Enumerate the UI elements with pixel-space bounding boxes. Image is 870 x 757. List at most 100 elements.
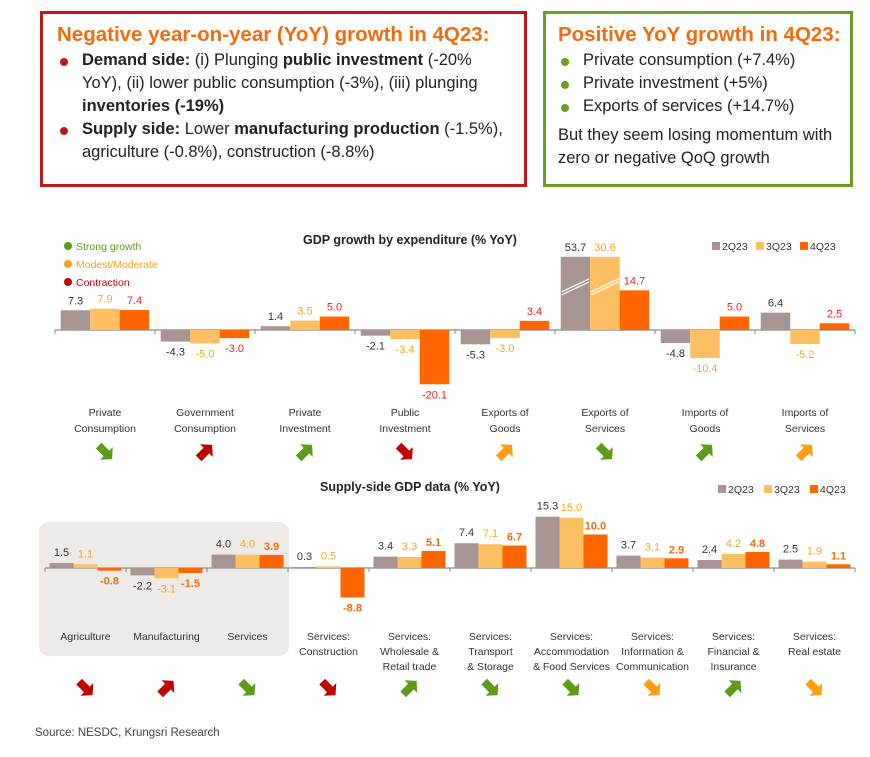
category-label: Investment — [279, 423, 330, 435]
bar-3Q23 — [290, 320, 320, 330]
trend-arrow-up-icon — [295, 444, 313, 462]
bar-4Q23 — [219, 330, 250, 339]
bar-3Q23 — [559, 517, 584, 568]
negative-growth-title: Negative year-on-year (YoY) growth in 4Q… — [57, 23, 490, 46]
trend-arrow-up-icon — [195, 444, 213, 462]
value-label: -2.1 — [366, 341, 385, 353]
negative-bullet: Demand side: (i) Plunging public investm… — [57, 49, 510, 118]
category-label: & Food Services — [533, 661, 610, 673]
value-label: -4.3 — [166, 347, 185, 359]
bullet-text: manufacturing production — [234, 120, 440, 138]
bar-4Q23 — [340, 568, 365, 598]
status-dot-icon — [64, 242, 72, 250]
value-label: 10.0 — [585, 521, 606, 533]
bullet-text: Supply side: — [82, 120, 181, 138]
category-label: Imports of — [782, 407, 829, 419]
value-label: 3.4 — [527, 306, 542, 318]
category-label: Government — [176, 407, 234, 419]
positive-bullet: Private consumption (+7.4%) — [558, 49, 838, 72]
momentum-note: But they seem losing momentum with zero … — [558, 126, 833, 167]
bar-3Q23 — [802, 561, 827, 568]
category-label: Manufacturing — [133, 631, 200, 643]
value-label: 0.5 — [321, 550, 336, 562]
value-label: 1.5 — [54, 547, 69, 559]
bar-4Q23 — [745, 551, 770, 568]
value-label: -0.8 — [100, 576, 119, 588]
bullet-dot-icon — [60, 127, 68, 135]
bar-4Q23 — [583, 534, 608, 568]
category-label: Consumption — [174, 423, 236, 435]
category-label: Information & — [621, 646, 683, 658]
arrow-shape — [76, 678, 94, 696]
chart1-title: GDP growth by expenditure (% YoY) — [303, 233, 517, 247]
legend-label: 3Q23 — [766, 241, 792, 253]
arrow-shape — [595, 442, 613, 460]
value-label: 7.1 — [483, 528, 498, 540]
axis-break-mark — [590, 281, 620, 296]
bar-3Q23 — [190, 330, 220, 344]
value-label: 3.4 — [378, 541, 393, 553]
value-label: 4.0 — [240, 539, 255, 551]
bullet-dot-icon — [561, 104, 569, 112]
bar-4Q23 — [502, 545, 527, 568]
bar-4Q23 — [319, 316, 350, 330]
bar-3Q23 — [316, 566, 341, 568]
bar-3Q23 — [490, 330, 520, 339]
arrow-shape — [395, 442, 413, 460]
category-label: Imports of — [682, 407, 729, 419]
category-label: Real estate — [788, 646, 841, 658]
arrow-shape — [481, 678, 499, 696]
trend-arrow-down-icon — [595, 442, 613, 460]
category-label: Public — [391, 407, 420, 419]
status-legend-label: Modest/Moderate — [76, 259, 158, 271]
value-label: 0.3 — [297, 551, 312, 563]
bullet-text: Demand side: — [82, 51, 191, 69]
category-label: Services: — [631, 631, 674, 643]
trend-arrow-up-icon — [724, 680, 742, 698]
legend-swatch — [756, 242, 764, 250]
trend-arrow-down-icon — [95, 442, 113, 460]
arrow-shape — [95, 442, 113, 460]
bullet-text: Private consumption (+7.4%) — [583, 51, 796, 69]
trend-arrow-down-icon — [319, 678, 337, 696]
axis-break-mark — [561, 281, 590, 296]
category-label: Retail trade — [383, 661, 437, 673]
value-label: 3.5 — [297, 306, 312, 318]
category-label: Services: — [388, 631, 431, 643]
legend-label: 3Q23 — [774, 484, 800, 496]
arrow-shape — [805, 678, 823, 696]
category-label: Private — [89, 407, 122, 419]
bullet-text: inventories (-19%) — [82, 97, 225, 115]
category-label: Financial & — [708, 646, 760, 658]
category-label: Services — [227, 631, 267, 643]
value-label: 2.4 — [702, 544, 717, 556]
value-label: -8.8 — [343, 602, 362, 614]
bar-4Q23 — [619, 290, 650, 330]
bullet-dot-icon — [561, 58, 569, 66]
value-label: -5.2 — [796, 349, 815, 361]
legend-label: 4Q23 — [820, 484, 846, 496]
value-label: 7.3 — [68, 295, 83, 307]
trend-arrow-down-icon — [76, 678, 94, 696]
value-label: 7.9 — [97, 294, 112, 306]
bar-2Q23 — [260, 326, 291, 330]
trend-arrow-down-icon — [395, 442, 413, 460]
bar-2Q23 — [292, 566, 317, 568]
bar-3Q23 — [390, 330, 420, 340]
value-label: 7.4 — [127, 295, 142, 307]
category-label: Exports of — [581, 407, 628, 419]
legend-label: 4Q23 — [810, 241, 836, 253]
bullet-text: (-1.5%), agriculture (-0.8%), constructi… — [82, 120, 503, 161]
positive-bullet: Exports of services (+14.7%) — [558, 95, 838, 118]
status-legend-label: Strong growth — [76, 241, 142, 253]
bullet-dot-icon — [561, 81, 569, 89]
bullet-text: (-20% YoY), (ii) lower public consumptio… — [82, 51, 478, 92]
value-label: 1.1 — [831, 550, 846, 562]
value-label: -10.4 — [692, 363, 717, 375]
category-label: Consumption — [74, 423, 136, 435]
category-label: Agriculture — [60, 631, 110, 643]
value-label: -5.3 — [466, 349, 485, 361]
bar-3Q23 — [640, 557, 665, 568]
negative-growth-box: Negative year-on-year (YoY) growth in 4Q… — [40, 11, 527, 187]
